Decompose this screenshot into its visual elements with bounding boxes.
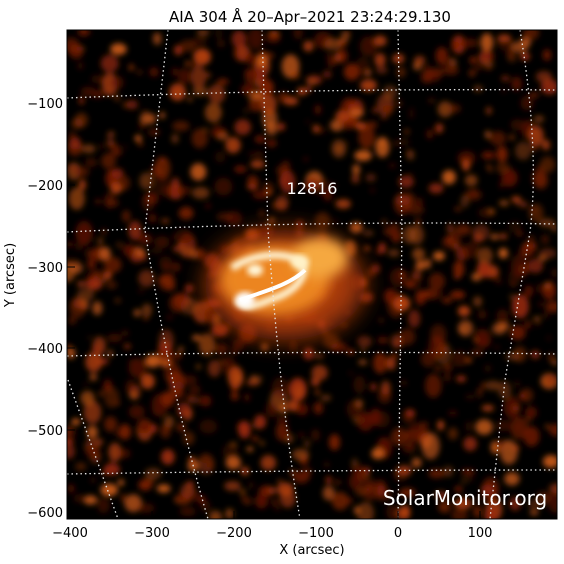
y-axis-title: Y (arcsec) [3, 243, 18, 308]
x-tick-label: −100 [298, 526, 334, 541]
x-tick-label: 100 [468, 526, 493, 541]
watermark: SolarMonitor.org [383, 486, 547, 510]
active-region-label: 12816 [287, 179, 338, 198]
y-tick-label: −400 [27, 342, 63, 357]
flare-region [205, 230, 365, 340]
y-tick-label: −100 [27, 97, 63, 112]
y-tick-label: −600 [27, 506, 63, 521]
x-tick-label: −200 [216, 526, 252, 541]
x-tick-label: −300 [134, 526, 170, 541]
image-title: AIA 304 Å 20–Apr–2021 23:24:29.130 [169, 7, 451, 26]
y-tick-label: −500 [27, 424, 63, 439]
y-tick-label: −300 [27, 261, 63, 276]
axes-frame [66, 29, 558, 520]
x-tick-label: −400 [52, 526, 88, 541]
y-ticks [67, 102, 75, 513]
chromosphere-plage [67, 30, 557, 519]
x-axis-title: X (arcsec) [279, 543, 344, 558]
y-tick-label: −200 [27, 179, 63, 194]
coordinate-grid [67, 30, 557, 519]
x-tick-label: 0 [394, 526, 402, 541]
image-panel: 12816 SolarMonitor.org [67, 30, 557, 519]
